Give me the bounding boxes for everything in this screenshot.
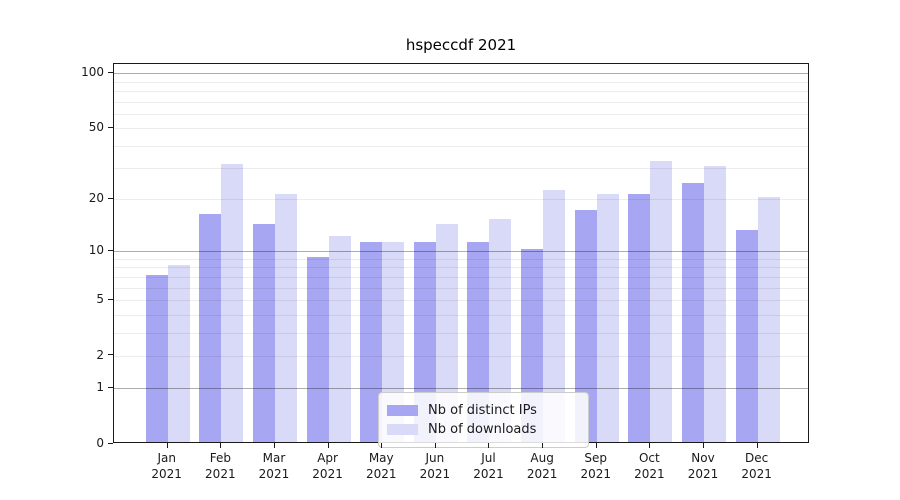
bar-sep-distinct-ips xyxy=(574,209,597,442)
bar-nov-downloads xyxy=(704,166,726,442)
x-tick-mark xyxy=(220,443,222,448)
x-tick-mark xyxy=(703,443,704,448)
bar-aug-downloads xyxy=(543,190,566,442)
gridline-3 xyxy=(114,332,808,334)
y-tick-mark xyxy=(108,386,113,388)
bar-sep-downloads xyxy=(596,193,619,442)
bar-may-distinct-ips xyxy=(360,242,383,442)
gridline-50 xyxy=(114,128,808,130)
x-tick-mark xyxy=(273,443,275,448)
x-tick-label: Aug 2021 xyxy=(526,451,558,481)
gridline-9 xyxy=(114,259,808,260)
gridline-8 xyxy=(114,267,808,269)
x-tick-label: Feb 2021 xyxy=(205,451,236,481)
bar-apr-distinct-ips xyxy=(306,257,329,442)
bar-jun-downloads xyxy=(435,224,458,442)
legend: Nb of distinct IPs Nb of downloads xyxy=(378,392,589,448)
y-tick-label: 0 xyxy=(96,436,104,450)
bar-mar-downloads xyxy=(274,193,297,442)
y-tick-mark xyxy=(108,126,113,128)
gridline-40 xyxy=(114,145,808,147)
gridline-5 xyxy=(114,300,808,302)
gridline-6 xyxy=(114,287,808,289)
x-tick-label: May 2021 xyxy=(365,451,397,481)
gridline-70 xyxy=(114,101,808,103)
gridline-2 xyxy=(114,355,808,357)
y-tick-mark xyxy=(108,298,113,300)
y-tick-label: 2 xyxy=(96,347,104,362)
bar-jul-downloads xyxy=(489,219,512,442)
legend-item: Nb of distinct IPs xyxy=(387,402,578,419)
x-tick-label: Oct 2021 xyxy=(634,451,665,481)
gridline-7 xyxy=(114,276,808,278)
x-tick-mark xyxy=(542,443,544,448)
bar-jan-distinct-ips xyxy=(145,274,168,442)
x-tick-mark xyxy=(649,443,651,448)
y-tick-label: 5 xyxy=(96,292,104,307)
bar-dec-distinct-ips xyxy=(735,229,758,442)
legend-label: Nb of downloads xyxy=(428,422,537,437)
gridline-100 xyxy=(114,73,808,75)
x-tick-label: Nov 2021 xyxy=(687,451,719,481)
bar-feb-downloads xyxy=(221,163,244,442)
x-tick-label: Mar 2021 xyxy=(258,451,290,481)
legend-swatch-downloads xyxy=(387,424,418,435)
y-tick-label: 50 xyxy=(88,120,104,135)
gridline-30 xyxy=(114,168,808,170)
y-tick-mark xyxy=(108,197,113,199)
bar-nov-distinct-ips xyxy=(682,183,704,442)
x-tick-mark xyxy=(381,443,383,448)
x-tick-label: Jan 2021 xyxy=(151,451,182,481)
bar-mar-distinct-ips xyxy=(252,224,275,442)
bar-dec-downloads xyxy=(757,197,780,442)
y-tick-label: 1 xyxy=(96,380,104,395)
y-tick-label: 100 xyxy=(81,65,104,80)
x-tick-mark xyxy=(434,443,436,448)
gridline-80 xyxy=(114,90,808,92)
x-tick-label: Jun 2021 xyxy=(419,451,451,481)
x-tick-mark xyxy=(756,443,758,448)
x-tick-mark xyxy=(595,443,597,448)
y-tick-mark xyxy=(108,249,113,251)
gridline-90 xyxy=(114,81,808,83)
legend-label: Nb of distinct IPs xyxy=(428,403,537,418)
y-tick-mark xyxy=(108,71,113,73)
x-tick-label: Jul 2021 xyxy=(473,451,504,481)
bar-jan-downloads xyxy=(167,265,190,442)
gridline-1 xyxy=(114,388,808,390)
x-tick-label: Sep 2021 xyxy=(580,451,611,481)
bar-oct-distinct-ips xyxy=(628,193,651,442)
x-tick-label: Dec 2021 xyxy=(741,451,772,481)
legend-item: Nb of downloads xyxy=(387,421,578,438)
bar-oct-downloads xyxy=(650,161,673,442)
plot-area xyxy=(113,63,809,443)
gridline-20 xyxy=(114,199,808,201)
gridline-4 xyxy=(114,314,808,316)
y-tick-label: 10 xyxy=(88,243,104,258)
chart-title: hspeccdf 2021 xyxy=(405,36,517,54)
y-tick-mark xyxy=(108,354,113,356)
x-tick-mark xyxy=(327,443,329,448)
x-tick-label: Apr 2021 xyxy=(312,451,343,481)
bar-apr-downloads xyxy=(328,235,351,442)
gridline-10 xyxy=(114,251,808,253)
gridline-60 xyxy=(114,113,808,115)
x-tick-mark xyxy=(488,443,490,448)
y-tick-label: 20 xyxy=(88,191,104,206)
y-tick-mark xyxy=(108,442,113,444)
x-tick-mark xyxy=(166,443,168,448)
legend-swatch-distinct-ips xyxy=(387,405,418,416)
bar-feb-distinct-ips xyxy=(199,214,222,442)
